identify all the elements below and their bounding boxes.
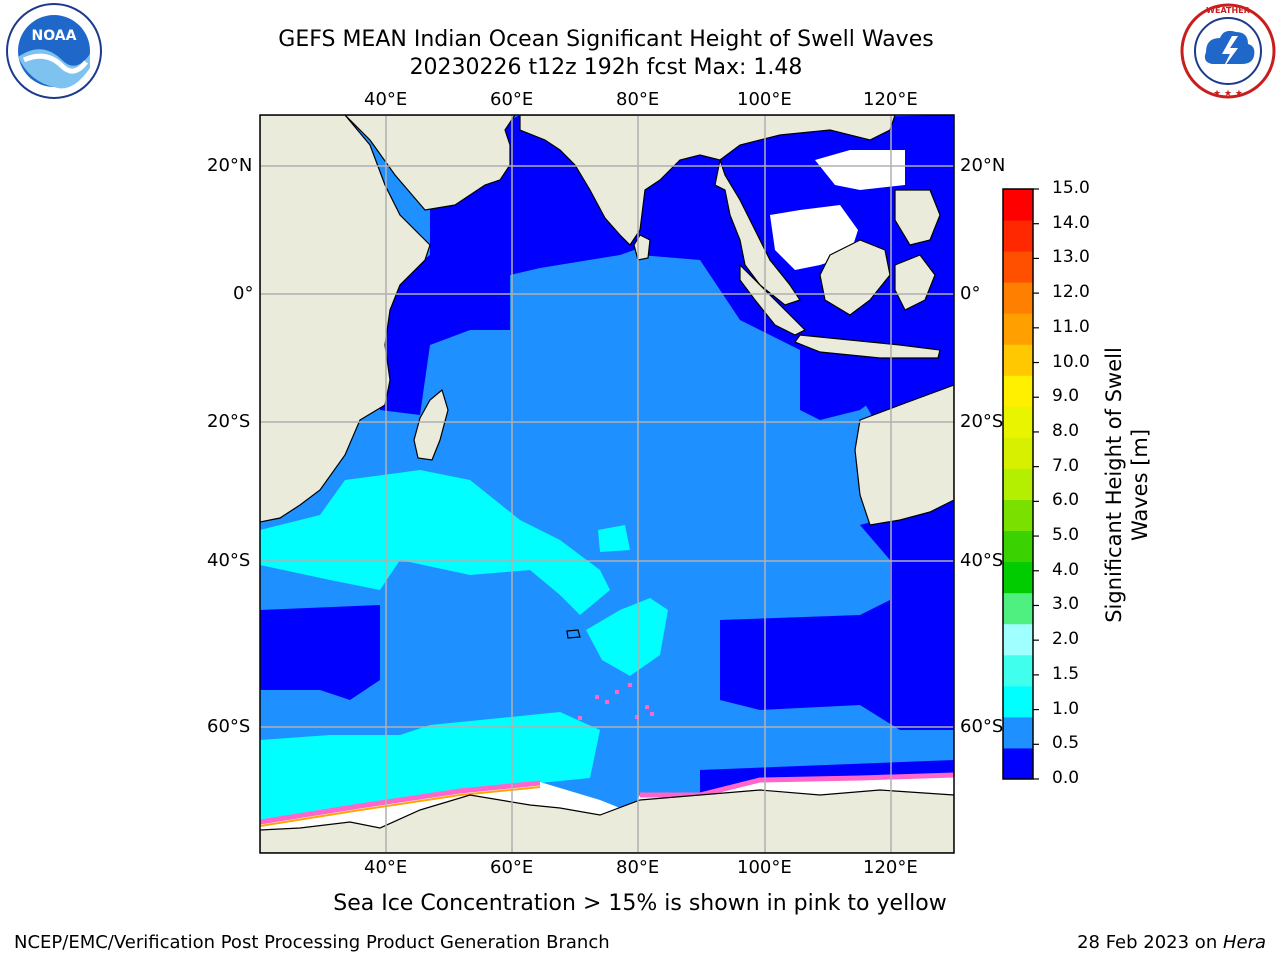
colorbar-tick-label: 1.5 — [1052, 663, 1080, 684]
colorbar-tick-label: 12.0 — [1052, 282, 1090, 303]
map-panel — [260, 115, 954, 853]
colorbar-segment — [1003, 220, 1033, 252]
colorbar-frame — [1002, 188, 1034, 780]
chart-title: GEFS MEAN Indian Ocean Significant Heigh… — [278, 27, 934, 52]
colorbar-tick-label: 5.0 — [1052, 525, 1080, 546]
colorbar-segment — [1003, 530, 1033, 563]
colorbar-segment — [1003, 282, 1033, 314]
colorbar-segment — [1003, 375, 1033, 407]
colorbar-segment — [1003, 654, 1033, 687]
lat-tick-left: 20°S — [207, 411, 251, 432]
nws-ring-text: WEATHER — [1206, 6, 1250, 15]
noaa-logo: NOAA — [6, 3, 102, 99]
lon-tick-top: 120°E — [863, 89, 918, 110]
map-frame — [259, 114, 955, 854]
colorbar-tick-label: 8.0 — [1052, 420, 1080, 441]
ice-note: Sea Ice Concentration > 15% is shown in … — [333, 891, 947, 916]
colorbar-title-line1: Significant Height of Swell — [1102, 347, 1126, 623]
colorbar — [1002, 188, 1039, 780]
colorbar-segment — [1003, 685, 1033, 718]
colorbar-tick-label: 9.0 — [1052, 386, 1080, 407]
colorbar-segment — [1003, 468, 1033, 501]
lat-tick-right: 20°S — [960, 411, 1004, 432]
run-date: 28 Feb 2023 on Hera — [1077, 932, 1266, 953]
colorbar-tick-label: 15.0 — [1052, 178, 1090, 198]
colorbar-tick-label: 0.5 — [1052, 733, 1080, 754]
lat-tick-left: 20°N — [207, 155, 253, 176]
run-date-text: 28 Feb 2023 on — [1077, 932, 1223, 953]
lon-tick-bottom: 60°E — [490, 857, 534, 878]
colorbar-tick-label: 3.0 — [1052, 594, 1080, 615]
colorbar-tick-label: 2.0 — [1052, 629, 1080, 650]
colorbar-tick-label: 14.0 — [1052, 212, 1090, 233]
lon-tick-bottom: 100°E — [737, 857, 792, 878]
colorbar-segment — [1003, 406, 1033, 438]
colorbar-segment — [1003, 344, 1033, 376]
svg-text:★ ★ ★: ★ ★ ★ — [1213, 89, 1243, 99]
chart-subtitle: 20230226 t12z 192h fcst Max: 1.48 — [409, 55, 803, 80]
lat-tick-right: 40°S — [960, 550, 1004, 571]
high-swell-regions — [260, 470, 668, 820]
lat-tick-left: 40°S — [207, 550, 251, 571]
colorbar-tick-label: 0.0 — [1052, 768, 1080, 788]
lat-tick-left: 60°S — [207, 716, 251, 737]
colorbar-tick-label: 1.0 — [1052, 698, 1080, 719]
lon-tick-top: 60°E — [490, 89, 534, 110]
colorbar-segment — [1003, 251, 1033, 283]
noaa-logo-text: NOAA — [32, 28, 77, 44]
lon-tick-bottom: 40°E — [364, 857, 408, 878]
graticule — [260, 115, 954, 853]
sea-ice-specks — [578, 683, 654, 720]
colorbar-segment — [1003, 716, 1033, 749]
lon-tick-bottom: 120°E — [863, 857, 918, 878]
colorbar-segment — [1003, 189, 1033, 221]
lat-tick-right: 60°S — [960, 716, 1004, 737]
colorbar-segment — [1003, 313, 1033, 345]
colorbar-segment — [1003, 437, 1033, 469]
colorbar-segment — [1003, 499, 1033, 532]
colorbar-tick-label: 13.0 — [1052, 247, 1090, 268]
colorbar-segment — [1003, 561, 1033, 594]
colorbar-segment — [1003, 623, 1033, 656]
colorbar-segment — [1003, 747, 1033, 780]
land — [260, 115, 954, 853]
colorbar-title-line2: Waves [m] — [1128, 428, 1152, 542]
colorbar-tick-label: 6.0 — [1052, 490, 1080, 511]
colorbar-tick-label: 11.0 — [1052, 316, 1090, 337]
colorbar-tick-label: 10.0 — [1052, 351, 1090, 372]
machine-name: Hera — [1222, 932, 1266, 953]
colorbar-tick-label: 4.0 — [1052, 559, 1080, 580]
colorbar-segment — [1003, 592, 1033, 625]
lat-tick-left: 0° — [233, 283, 254, 304]
lat-tick-right: 20°N — [960, 155, 1006, 176]
lat-tick-right: 0° — [960, 283, 981, 304]
lon-tick-top: 40°E — [364, 89, 408, 110]
lon-tick-top: 100°E — [737, 89, 792, 110]
lon-tick-bottom: 80°E — [616, 857, 660, 878]
branch-credit: NCEP/EMC/Verification Post Processing Pr… — [14, 932, 610, 953]
nws-logo: WEATHER ★ ★ ★ — [1180, 3, 1276, 99]
lon-tick-top: 80°E — [616, 89, 660, 110]
colorbar-tick-label: 7.0 — [1052, 455, 1080, 476]
